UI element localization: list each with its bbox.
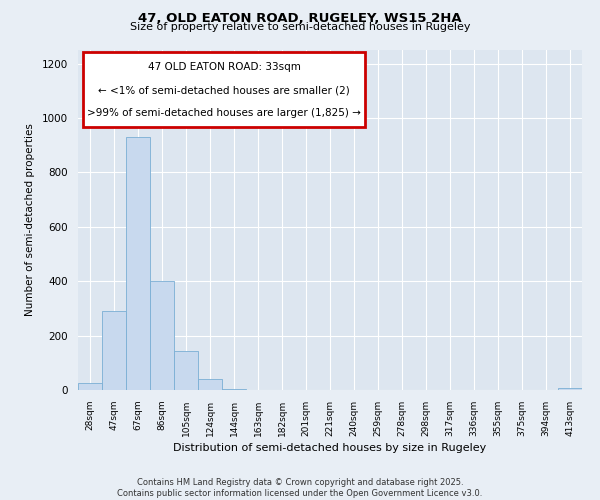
Bar xyxy=(102,311,126,390)
Bar xyxy=(174,350,198,390)
Text: Contains HM Land Registry data © Crown copyright and database right 2025.
Contai: Contains HM Land Registry data © Crown c… xyxy=(118,478,482,498)
Bar xyxy=(126,137,150,390)
Text: 47, OLD EATON ROAD, RUGELEY, WS15 2HA: 47, OLD EATON ROAD, RUGELEY, WS15 2HA xyxy=(138,12,462,26)
Bar xyxy=(222,388,246,390)
Bar xyxy=(78,383,102,390)
Text: Size of property relative to semi-detached houses in Rugeley: Size of property relative to semi-detach… xyxy=(130,22,470,32)
Text: >99% of semi-detached houses are larger (1,825) →: >99% of semi-detached houses are larger … xyxy=(87,108,361,118)
Y-axis label: Number of semi-detached properties: Number of semi-detached properties xyxy=(25,124,35,316)
X-axis label: Distribution of semi-detached houses by size in Rugeley: Distribution of semi-detached houses by … xyxy=(173,443,487,453)
Bar xyxy=(83,52,365,127)
Bar xyxy=(198,379,222,390)
Bar xyxy=(558,388,582,390)
Text: ← <1% of semi-detached houses are smaller (2): ← <1% of semi-detached houses are smalle… xyxy=(98,86,350,96)
Text: 47 OLD EATON ROAD: 33sqm: 47 OLD EATON ROAD: 33sqm xyxy=(148,62,301,72)
Bar xyxy=(150,281,174,390)
